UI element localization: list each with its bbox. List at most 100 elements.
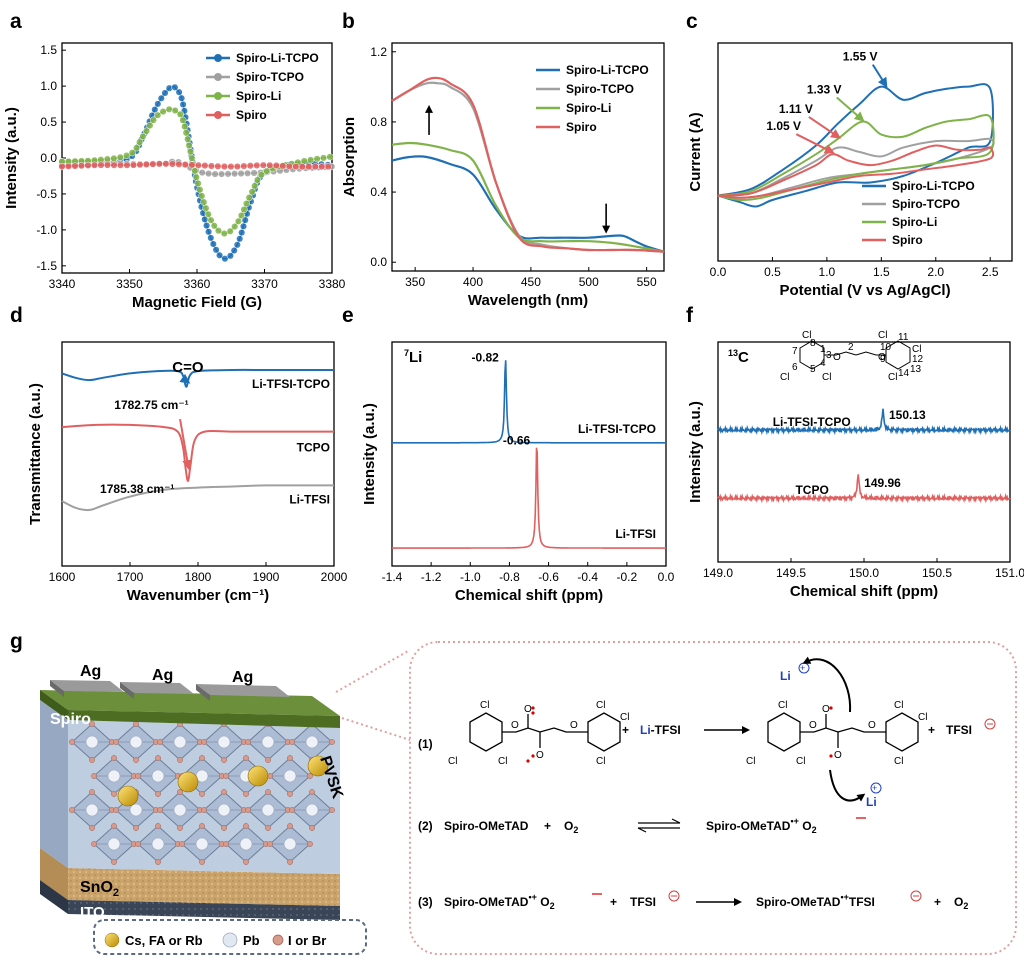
tcpo-left-cl-1: Cl xyxy=(480,700,489,711)
data-point-spiro-li-tcpo xyxy=(179,100,187,109)
legend-halide: I or Br xyxy=(288,933,326,948)
cv-peak-arrow-3 xyxy=(795,133,835,154)
data-point-spiro-li-tcpo xyxy=(171,83,179,91)
reaction-1-plus: + xyxy=(622,723,629,737)
pb-atom xyxy=(283,837,297,851)
halide-atom xyxy=(243,791,249,797)
equilibrium-head-top xyxy=(671,818,681,824)
li-charge-plus-top: + xyxy=(800,663,805,673)
x-tick-label-c: 0.0 xyxy=(710,265,727,279)
data-point-spiro-li-tcpo xyxy=(233,241,241,249)
tcpo-left-cl-4: Cl xyxy=(596,700,605,711)
data-point-spiro-li xyxy=(142,127,151,135)
li-cation-bottom: Li xyxy=(866,795,877,809)
x-tick-label-e: -0.4 xyxy=(577,570,598,584)
tcpo-right-cl-4: Cl xyxy=(894,700,903,711)
halide-atom xyxy=(157,807,163,813)
data-point-spiro xyxy=(175,160,183,168)
data-point-spiro xyxy=(207,162,215,170)
nmr-spectrum-li-tfsi xyxy=(392,447,666,549)
x-tick-label-e: -0.2 xyxy=(617,570,638,584)
halide-atom xyxy=(243,823,249,829)
legend-label-spiro-li-tcpo: Spiro-Li-TCPO xyxy=(236,51,319,65)
pb-atom xyxy=(151,837,165,851)
ito-layer xyxy=(68,900,340,920)
x-tick-label-c: 0.5 xyxy=(764,265,781,279)
legend-label-spiro-li: Spiro-Li xyxy=(566,101,611,115)
y-tick-label-a: -0.5 xyxy=(36,187,57,201)
data-point-spiro-tcpo xyxy=(231,170,239,178)
halide-atom xyxy=(243,859,249,865)
x-tick-label-f: 149.0 xyxy=(703,566,733,580)
data-point-spiro-li-tcpo xyxy=(209,240,217,248)
data-point-spiro xyxy=(58,163,66,171)
legend-cation: Cs, FA or Rb xyxy=(125,933,203,948)
panel-label-d: d xyxy=(10,304,23,327)
nucleus-label-f: 13C xyxy=(728,348,749,366)
data-point-spiro xyxy=(168,160,176,168)
peak-label-f-2: 149.96 xyxy=(864,476,901,490)
data-point-spiro xyxy=(142,160,150,168)
y-axis-title-f: Intensity (a.u.) xyxy=(687,401,704,503)
callout-line-top xyxy=(335,649,411,693)
li-binding-arrow-top xyxy=(802,656,852,713)
a-site-cation xyxy=(177,771,199,793)
halide-atom xyxy=(245,807,251,813)
struct-cl-2: Cl xyxy=(780,372,789,383)
data-point-spiro xyxy=(110,161,118,169)
x-tick-label-b: 450 xyxy=(521,275,541,289)
reaction-1: (1) O O O O Cl Cl Cl Cl Cl Cl + Li-TFSI xyxy=(418,656,996,809)
halide-atom xyxy=(91,773,97,779)
data-point-spiro-li xyxy=(194,179,202,187)
halide-atom xyxy=(133,757,139,763)
halide-atom xyxy=(243,755,249,761)
tfsi-charge-icon-1 xyxy=(984,718,996,730)
y-tick-label-a: 1.5 xyxy=(40,43,57,57)
halide-atom xyxy=(111,791,117,797)
data-point-spiro-li xyxy=(133,144,141,152)
electron-dot-5 xyxy=(829,706,833,710)
halide-atom xyxy=(111,755,117,761)
tcpo-structure-f: O O Cl Cl Cl Cl Cl Cl 1 23456789101112131… xyxy=(780,330,924,383)
legend-marker-spiro-li-tcpo xyxy=(214,54,222,62)
halide-atom xyxy=(221,757,227,763)
data-point-spiro xyxy=(84,161,92,169)
series-line-tcpo xyxy=(61,423,334,482)
data-point-spiro-li xyxy=(220,229,228,238)
reaction-1-label: (1) xyxy=(418,737,433,751)
halide-atom xyxy=(223,773,229,779)
y-tick-label-a: 0.0 xyxy=(40,151,57,165)
struct-number-3: 3 xyxy=(826,350,832,361)
halide-atom xyxy=(177,825,183,831)
series-line-spiro-li-tcpo xyxy=(391,155,665,253)
halide-atom xyxy=(309,825,315,831)
tcpo-left-o3: O xyxy=(536,750,544,761)
halide-atom xyxy=(177,757,183,763)
ag-electrode-1 xyxy=(50,680,124,692)
halide-atom xyxy=(289,739,295,745)
legend-marker-spiro-tcpo xyxy=(214,73,222,81)
data-point-spiro xyxy=(272,161,280,170)
halide-atom xyxy=(177,789,183,795)
pb-atom xyxy=(261,803,275,817)
data-point-spiro-li xyxy=(182,129,190,137)
data-point-spiro xyxy=(155,160,163,168)
data-point-spiro-li-tcpo xyxy=(216,251,224,259)
data-point-spiro xyxy=(311,163,319,171)
halide-atom xyxy=(201,739,207,745)
pb-atom xyxy=(217,735,231,749)
reaction-1-plus-2: + xyxy=(928,723,935,737)
struct-number-4: 4 xyxy=(820,358,826,369)
struct-cl-1: Cl xyxy=(802,330,811,341)
y-axis-title-a: Intensity (a.u.) xyxy=(3,107,20,209)
x-tick-label-f: 150.0 xyxy=(849,566,879,580)
device-legend: Cs, FA or Rb Pb I or Br xyxy=(93,919,367,955)
series-line-spiro-tcpo xyxy=(717,137,995,199)
data-point-spiro-li xyxy=(240,205,248,214)
ring-left xyxy=(799,340,825,370)
x-tick-label-f: 150.5 xyxy=(922,566,952,580)
data-point-spiro xyxy=(324,163,332,171)
pb-atom xyxy=(85,735,99,749)
cv-peak-arrow-2 xyxy=(808,116,842,139)
